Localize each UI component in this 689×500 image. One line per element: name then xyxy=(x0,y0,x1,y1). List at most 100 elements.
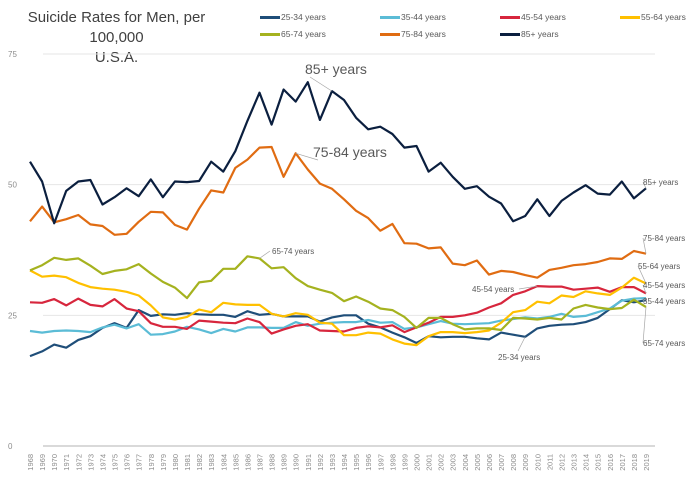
x-tick-label: 2009 xyxy=(521,454,530,471)
x-tick-label: 1981 xyxy=(183,454,192,471)
x-tick-label: 1972 xyxy=(74,454,83,471)
annotation-leader-line xyxy=(259,250,271,259)
series-line-65-74-years xyxy=(29,255,647,332)
annotation-leader-line xyxy=(642,237,647,254)
annotation-leader-line xyxy=(518,285,538,290)
annotation-label: 75-84 years xyxy=(643,234,685,243)
x-tick-label: 1977 xyxy=(135,454,144,471)
x-tick-label: 1980 xyxy=(171,454,180,471)
legend-label: 65-74 years xyxy=(281,29,326,39)
annotation-leader-line xyxy=(642,297,647,302)
x-tick-label: 1987 xyxy=(255,454,264,471)
x-tick-label: 1992 xyxy=(316,454,325,471)
x-tick-label: 1997 xyxy=(376,454,385,471)
annotation-leader-line xyxy=(517,336,526,352)
x-tick-label: 1990 xyxy=(292,454,301,471)
annotation-leader-line xyxy=(642,306,647,344)
x-tick-label: 2019 xyxy=(642,454,651,471)
annotation-label: 85+ years xyxy=(643,178,678,187)
x-tick-label: 1968 xyxy=(26,454,35,471)
x-tick-label: 1983 xyxy=(207,454,216,471)
y-tick-label: 75 xyxy=(8,50,17,59)
series-line-55-64-years xyxy=(29,269,647,347)
legend-label: 55-64 years xyxy=(641,12,686,22)
legend-item: 55-64 years xyxy=(620,12,686,22)
x-tick-label: 1991 xyxy=(304,454,313,471)
annotation-label: 45-54 years xyxy=(643,281,685,290)
x-tick-label: 1982 xyxy=(195,454,204,471)
x-tick-label: 1998 xyxy=(388,454,397,471)
legend-swatch xyxy=(380,32,400,36)
x-tick-label: 1986 xyxy=(243,454,252,471)
x-tick-label: 1988 xyxy=(268,454,277,471)
x-tick-label: 1989 xyxy=(280,454,289,471)
annotation-label: 85+ years xyxy=(305,61,367,77)
legend-item: 35-44 years xyxy=(380,12,446,22)
annotation-leader-line xyxy=(309,76,333,92)
annotation-leader-line xyxy=(642,284,647,294)
x-tick-label: 2015 xyxy=(594,454,603,471)
x-tick-label: 2001 xyxy=(425,454,434,471)
subtitle-line: U.S.A. xyxy=(94,49,139,66)
y-tick-label: 0 xyxy=(8,442,13,451)
legend-swatch xyxy=(500,15,520,19)
x-tick-label: 2004 xyxy=(461,454,470,471)
x-tick-label: 1976 xyxy=(123,454,132,471)
x-tick-label: 1996 xyxy=(364,454,373,471)
x-tick-label: 2000 xyxy=(413,454,422,471)
legend-swatch xyxy=(260,32,280,36)
y-tick-label: 50 xyxy=(8,181,17,190)
x-tick-label: 2014 xyxy=(582,454,591,471)
annotation-leader-line xyxy=(642,181,647,189)
x-tick-label: 2002 xyxy=(437,454,446,471)
x-tick-label: 1979 xyxy=(159,454,168,471)
x-tick-label: 2018 xyxy=(630,454,639,471)
x-tick-label: 1973 xyxy=(86,454,95,471)
x-tick-label: 1994 xyxy=(340,454,349,471)
x-tick-label: 2005 xyxy=(473,454,482,471)
x-tick-label: 2007 xyxy=(497,454,506,471)
legend-item: 75-84 years xyxy=(380,29,446,39)
x-tick-label: 1985 xyxy=(231,454,240,471)
annotation-label: 55-64 years xyxy=(638,262,680,271)
x-tick-label: 1975 xyxy=(111,454,120,471)
legend-swatch xyxy=(260,15,280,19)
x-tick-label: 2013 xyxy=(570,454,579,471)
x-tick-label: 2003 xyxy=(449,454,458,471)
annotation-label: 65-74 years xyxy=(272,247,314,256)
annotation-leader-line xyxy=(295,152,319,161)
legend-swatch xyxy=(500,32,520,36)
annotation-label: 75-84 years xyxy=(313,144,387,160)
x-tick-label: 1970 xyxy=(50,454,59,471)
annotation-label: 45-54 years xyxy=(472,285,514,294)
title-line: Suicide Rates for Men, per 100,000 xyxy=(27,9,206,46)
x-tick-label: 1999 xyxy=(400,454,409,471)
legend-label: 85+ years xyxy=(521,29,559,39)
x-tick-label: 2012 xyxy=(557,454,566,471)
legend-swatch xyxy=(380,15,400,19)
legend-label: 45-54 years xyxy=(521,12,566,22)
legend-item: 65-74 years xyxy=(260,29,326,39)
x-tick-label: 1984 xyxy=(219,454,228,471)
series-line-45-54-years xyxy=(29,285,647,335)
x-tick-label: 1978 xyxy=(147,454,156,471)
x-tick-label: 2017 xyxy=(618,454,627,471)
y-tick-label: 25 xyxy=(8,311,17,320)
series-line-25-34-years xyxy=(29,299,647,358)
x-tick-label: 1969 xyxy=(38,454,47,471)
legend-label: 25-34 years xyxy=(281,12,326,22)
series-line-75-84-years xyxy=(29,145,647,279)
legend-item: 25-34 years xyxy=(260,12,326,22)
annotation-label: 35-44 years xyxy=(643,297,685,306)
legend-item: 45-54 years xyxy=(500,12,566,22)
legend-label: 75-84 years xyxy=(401,29,446,39)
legend-swatch xyxy=(620,15,640,19)
x-tick-label: 1995 xyxy=(352,454,361,471)
chart-title: Suicide Rates for Men, per 100,000 U.S.A… xyxy=(4,8,229,68)
series-line-85-years xyxy=(29,81,647,225)
legend-item: 85+ years xyxy=(500,29,559,39)
annotation-label: 25-34 years xyxy=(498,353,540,362)
annotation-leader-line xyxy=(637,265,647,284)
x-tick-label: 2011 xyxy=(545,454,554,470)
